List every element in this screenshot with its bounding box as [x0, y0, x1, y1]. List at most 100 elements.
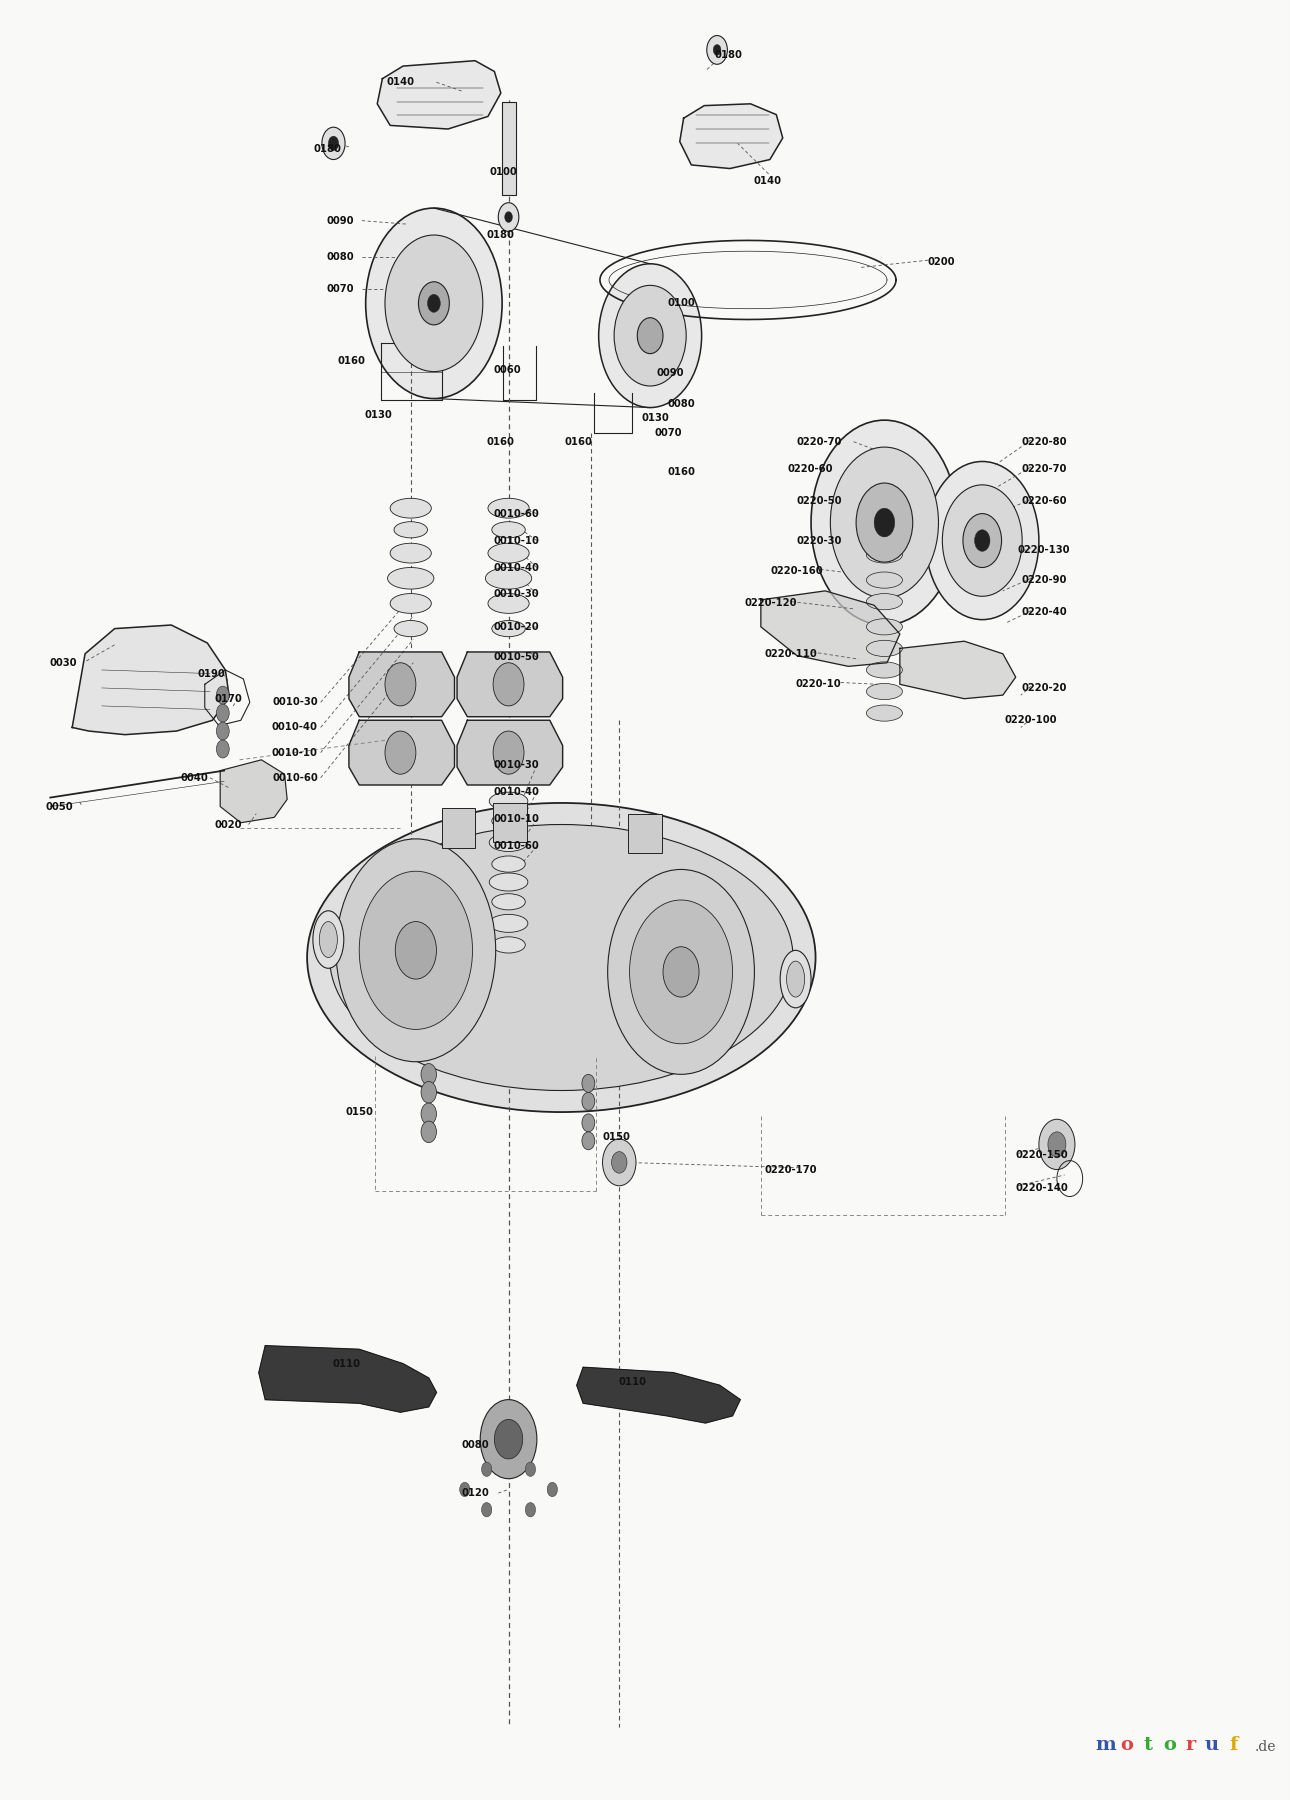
Circle shape	[493, 731, 524, 774]
Ellipse shape	[488, 544, 529, 563]
Text: 0120: 0120	[462, 1489, 489, 1498]
Text: 0150: 0150	[602, 1132, 631, 1143]
Circle shape	[608, 869, 755, 1075]
Circle shape	[974, 529, 989, 551]
Text: 0220-80: 0220-80	[1022, 437, 1067, 446]
Circle shape	[493, 662, 524, 706]
Text: 0080: 0080	[667, 400, 695, 409]
Text: 0160: 0160	[338, 356, 365, 365]
Polygon shape	[457, 652, 562, 716]
Text: 0010-60: 0010-60	[272, 772, 317, 783]
Text: 0200: 0200	[928, 257, 955, 266]
Text: 0220-100: 0220-100	[1005, 715, 1058, 725]
Ellipse shape	[867, 662, 903, 679]
Circle shape	[418, 283, 449, 324]
Text: 0050: 0050	[45, 801, 74, 812]
Ellipse shape	[330, 824, 793, 1091]
Text: 0220-10: 0220-10	[796, 679, 841, 689]
Circle shape	[359, 871, 472, 1030]
Ellipse shape	[867, 594, 903, 610]
Circle shape	[663, 947, 699, 997]
Text: 0010-10: 0010-10	[493, 536, 539, 545]
Ellipse shape	[489, 833, 528, 851]
Ellipse shape	[780, 950, 811, 1008]
Text: 0220-110: 0220-110	[764, 648, 817, 659]
Text: 0060: 0060	[494, 365, 521, 374]
Text: 0100: 0100	[489, 167, 517, 176]
Text: .de: .de	[1254, 1739, 1276, 1753]
Text: t: t	[1144, 1735, 1153, 1753]
Circle shape	[547, 1483, 557, 1496]
Ellipse shape	[491, 522, 525, 538]
Circle shape	[421, 1103, 436, 1125]
Text: 0070: 0070	[326, 284, 353, 293]
Text: 0220-160: 0220-160	[770, 567, 823, 576]
Text: 0010-20: 0010-20	[494, 621, 539, 632]
Circle shape	[217, 704, 230, 722]
Circle shape	[421, 1082, 436, 1103]
Text: 0220-120: 0220-120	[744, 598, 797, 608]
Ellipse shape	[489, 914, 528, 932]
Circle shape	[384, 731, 415, 774]
Circle shape	[421, 1121, 436, 1143]
Circle shape	[481, 1503, 491, 1517]
Text: 0220-30: 0220-30	[796, 536, 841, 545]
Text: 0220-60: 0220-60	[1022, 497, 1067, 506]
Circle shape	[1038, 1120, 1075, 1170]
Text: 0160: 0160	[486, 437, 515, 446]
Text: 0110: 0110	[618, 1377, 646, 1386]
Circle shape	[831, 446, 939, 598]
Ellipse shape	[488, 499, 529, 518]
Circle shape	[217, 722, 230, 740]
Circle shape	[637, 317, 663, 353]
Polygon shape	[457, 720, 562, 785]
Text: 0010-10: 0010-10	[272, 747, 317, 758]
Circle shape	[582, 1132, 595, 1150]
Circle shape	[962, 513, 1001, 567]
Text: 0010-30: 0010-30	[272, 697, 317, 707]
Text: 0010-30: 0010-30	[494, 760, 539, 770]
Circle shape	[384, 662, 415, 706]
Circle shape	[707, 36, 728, 65]
Ellipse shape	[491, 814, 525, 830]
Circle shape	[494, 1420, 522, 1460]
Circle shape	[395, 922, 436, 979]
Text: 0180: 0180	[486, 230, 515, 239]
Text: 0220-150: 0220-150	[1015, 1150, 1068, 1161]
Ellipse shape	[393, 621, 427, 637]
Circle shape	[329, 137, 339, 151]
Ellipse shape	[787, 961, 805, 997]
Text: o: o	[1121, 1735, 1134, 1753]
Text: 0220-70: 0220-70	[796, 437, 841, 446]
Text: 0220-60: 0220-60	[787, 464, 832, 473]
Ellipse shape	[867, 619, 903, 635]
Text: 0130: 0130	[365, 410, 392, 419]
Circle shape	[582, 1114, 595, 1132]
Ellipse shape	[491, 857, 525, 873]
Text: 0100: 0100	[667, 299, 695, 308]
Polygon shape	[761, 590, 900, 666]
Text: m: m	[1095, 1735, 1116, 1753]
Ellipse shape	[320, 922, 338, 958]
Bar	[628, 814, 662, 853]
Circle shape	[421, 1064, 436, 1085]
Circle shape	[599, 265, 702, 407]
Circle shape	[217, 686, 230, 704]
Text: 0220-70: 0220-70	[1022, 464, 1067, 473]
Text: u: u	[1205, 1735, 1219, 1753]
Text: 0220-90: 0220-90	[1022, 574, 1067, 585]
Text: 0010-40: 0010-40	[493, 563, 539, 572]
Text: 0140: 0140	[387, 77, 414, 86]
Text: 0010-40: 0010-40	[493, 787, 539, 797]
Text: 0220-170: 0220-170	[764, 1165, 817, 1175]
Ellipse shape	[390, 499, 431, 518]
Circle shape	[602, 1139, 636, 1186]
Polygon shape	[680, 104, 783, 169]
Ellipse shape	[491, 936, 525, 952]
Ellipse shape	[491, 895, 525, 909]
Text: 0010-30: 0010-30	[494, 589, 539, 599]
Circle shape	[811, 419, 957, 625]
Polygon shape	[577, 1368, 740, 1424]
Circle shape	[582, 1075, 595, 1093]
Ellipse shape	[485, 567, 531, 589]
